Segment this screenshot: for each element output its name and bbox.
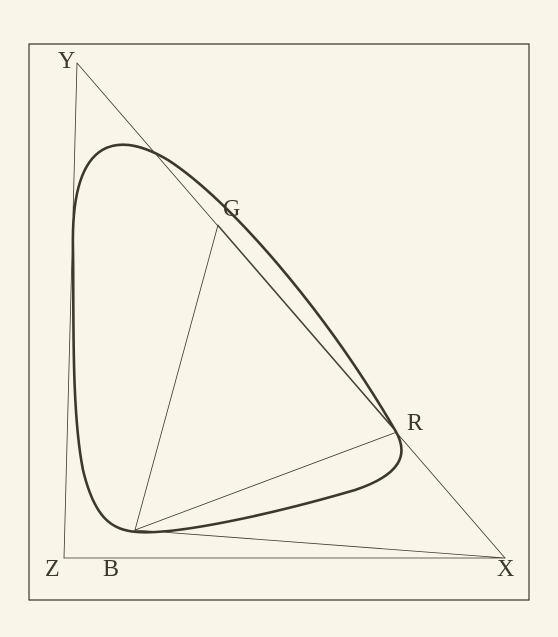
label-R: R (407, 410, 423, 437)
geometry-diagram (0, 0, 558, 637)
label-Y: Y (58, 48, 75, 75)
label-X: X (497, 556, 514, 583)
label-G: G (223, 196, 240, 223)
label-B: B (103, 556, 119, 583)
label-Z: Z (45, 556, 60, 583)
